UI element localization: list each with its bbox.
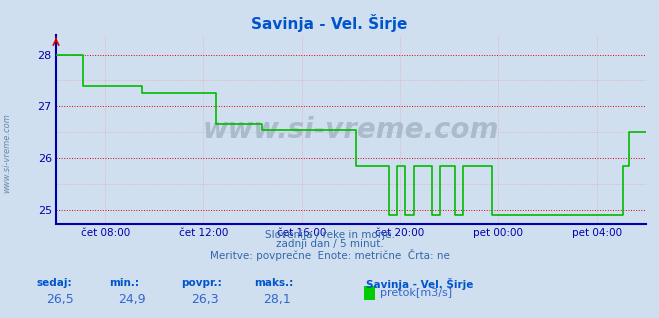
Text: sedaj:: sedaj:	[36, 278, 72, 288]
Text: Meritve: povprečne  Enote: metrične  Črta: ne: Meritve: povprečne Enote: metrične Črta:…	[210, 249, 449, 261]
Text: Slovenija / reke in morje.: Slovenija / reke in morje.	[264, 230, 395, 239]
Text: zadnji dan / 5 minut.: zadnji dan / 5 minut.	[275, 239, 384, 249]
Text: pretok[m3/s]: pretok[m3/s]	[380, 287, 451, 298]
Text: maks.:: maks.:	[254, 278, 293, 288]
Text: Savinja - Vel. Širje: Savinja - Vel. Širje	[366, 278, 473, 290]
Text: 26,3: 26,3	[191, 293, 219, 306]
Text: 28,1: 28,1	[264, 293, 291, 306]
Text: 24,9: 24,9	[119, 293, 146, 306]
Text: povpr.:: povpr.:	[181, 278, 222, 288]
Text: 26,5: 26,5	[46, 293, 74, 306]
Text: min.:: min.:	[109, 278, 139, 288]
Text: www.si-vreme.com: www.si-vreme.com	[203, 115, 499, 144]
Text: www.si-vreme.com: www.si-vreme.com	[2, 113, 11, 193]
Text: Savinja - Vel. Širje: Savinja - Vel. Širje	[251, 14, 408, 32]
